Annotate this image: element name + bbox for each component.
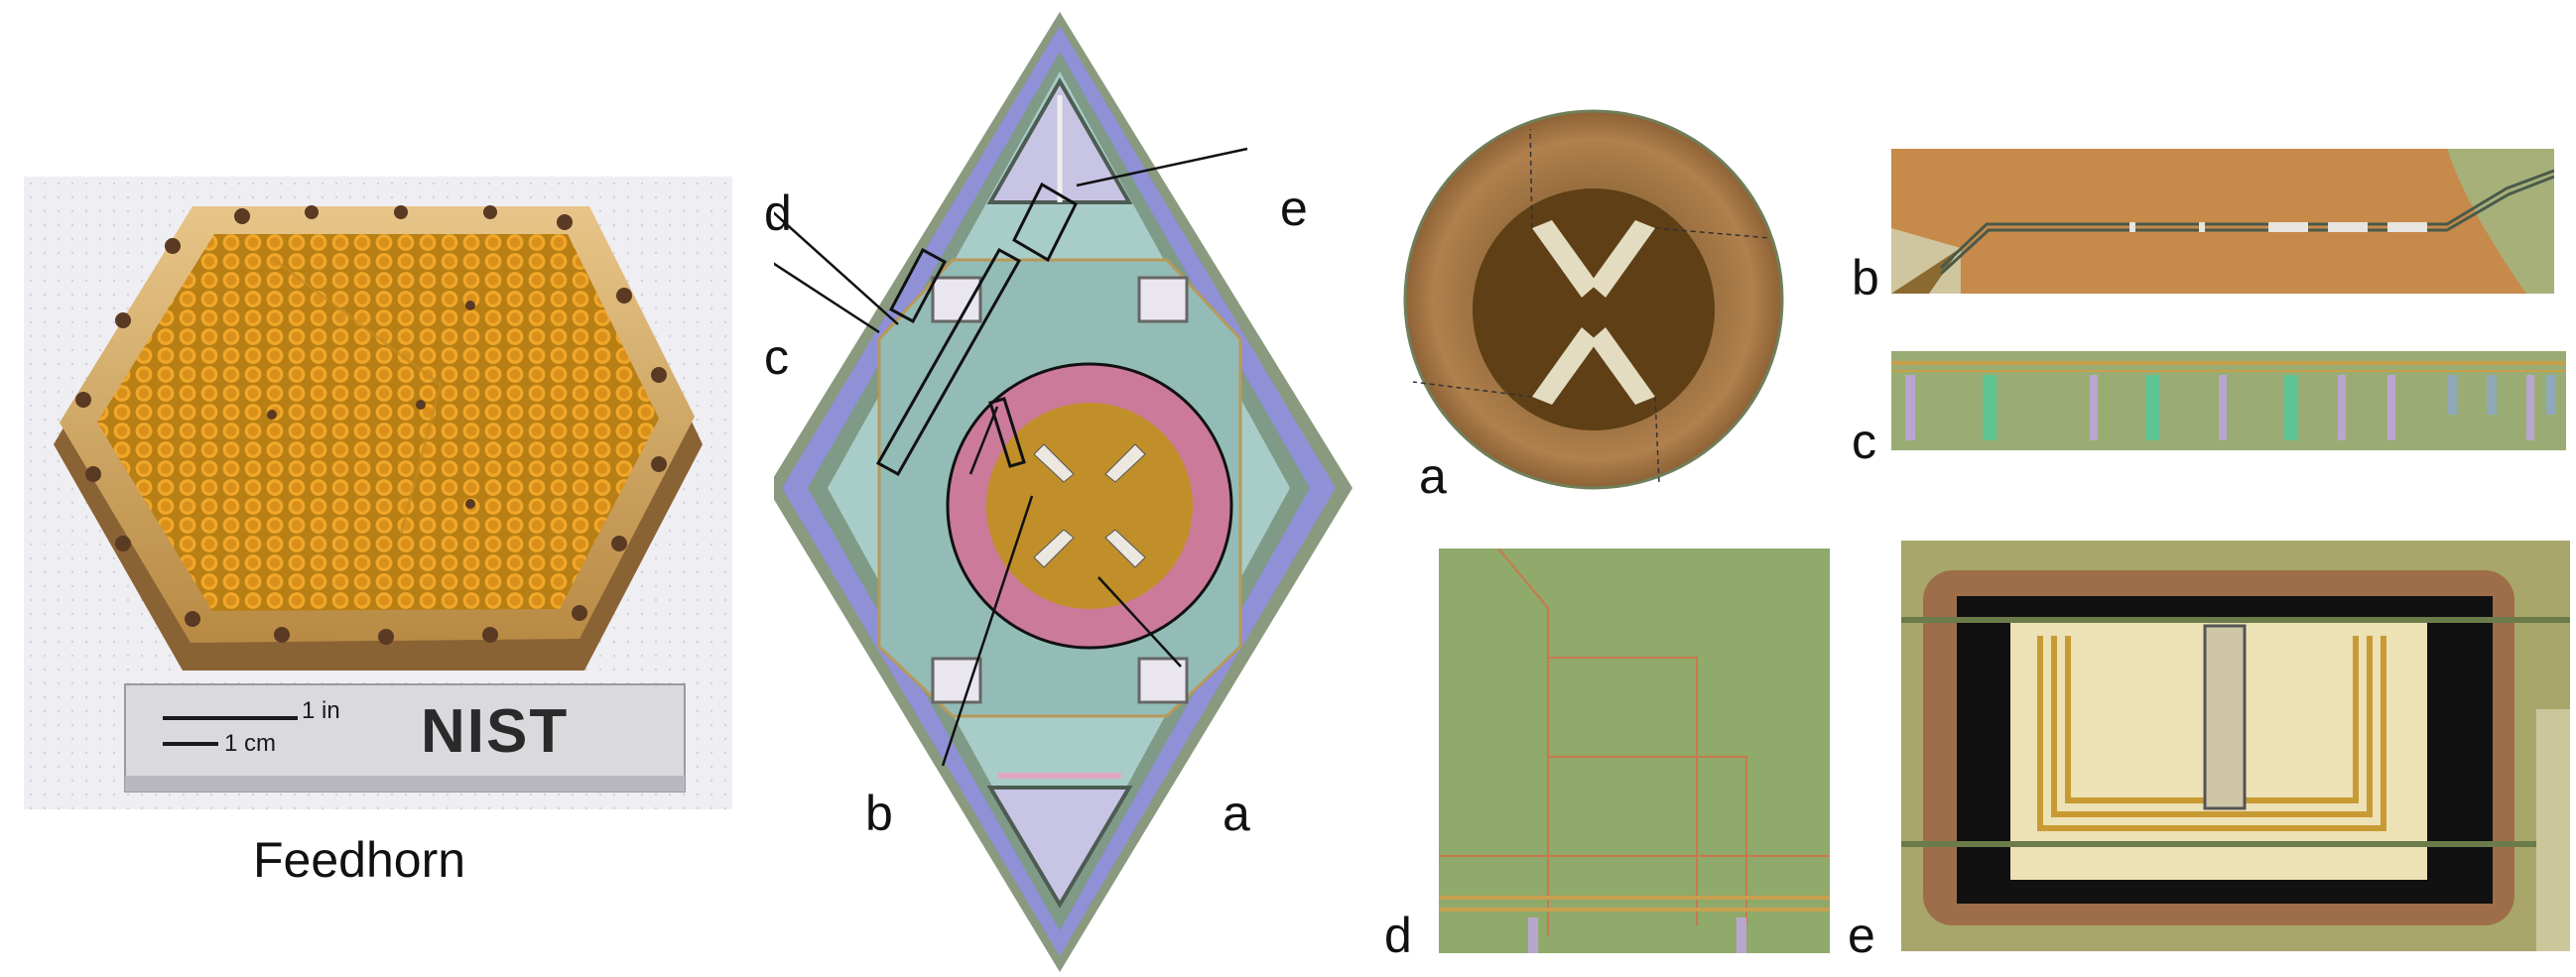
- scale-cm-label: 1 cm: [224, 730, 277, 757]
- feedhorn-photo: 1 in 1 cm NIST: [24, 177, 732, 809]
- callout-c-box: [875, 247, 1022, 477]
- callout-e-box: [1012, 182, 1078, 263]
- micrograph-c-graphic: [1891, 351, 2566, 450]
- micrograph-label-d: d: [1384, 908, 1412, 963]
- feedhorn-caption: Feedhorn: [253, 832, 466, 888]
- micrograph-b: [1891, 149, 2555, 294]
- callout-label-c: c: [764, 329, 789, 385]
- micrograph-label-a: a: [1419, 448, 1447, 504]
- detector-chip: [704, 12, 1359, 972]
- micrograph-label-b: b: [1852, 250, 1879, 305]
- detector-chip-graphic: [704, 12, 1352, 972]
- micrograph-d: [1439, 548, 1830, 953]
- callout-label-e: e: [1280, 181, 1308, 236]
- feedhorn-photo-graphic: [24, 177, 732, 809]
- micrograph-b-graphic: [1891, 149, 2555, 294]
- micrograph-c: [1891, 351, 2566, 450]
- callout-b-box: [988, 397, 1026, 468]
- micrograph-a-graphic: [1403, 109, 1784, 490]
- callout-label-a: a: [1223, 786, 1250, 841]
- callout-d-box: [888, 247, 948, 324]
- micrograph-label-c: c: [1852, 414, 1876, 469]
- nist-logo: NIST: [421, 697, 570, 766]
- micrograph-e: [1901, 541, 2570, 951]
- micrograph-label-e: e: [1848, 908, 1875, 963]
- micrograph-e-graphic: [1901, 541, 2570, 951]
- micrograph-d-graphic: [1439, 548, 1830, 953]
- micrograph-a: [1403, 109, 1784, 490]
- scale-inch-label: 1 in: [302, 697, 340, 724]
- callout-label-d: d: [764, 185, 792, 241]
- callout-label-b: b: [865, 786, 893, 841]
